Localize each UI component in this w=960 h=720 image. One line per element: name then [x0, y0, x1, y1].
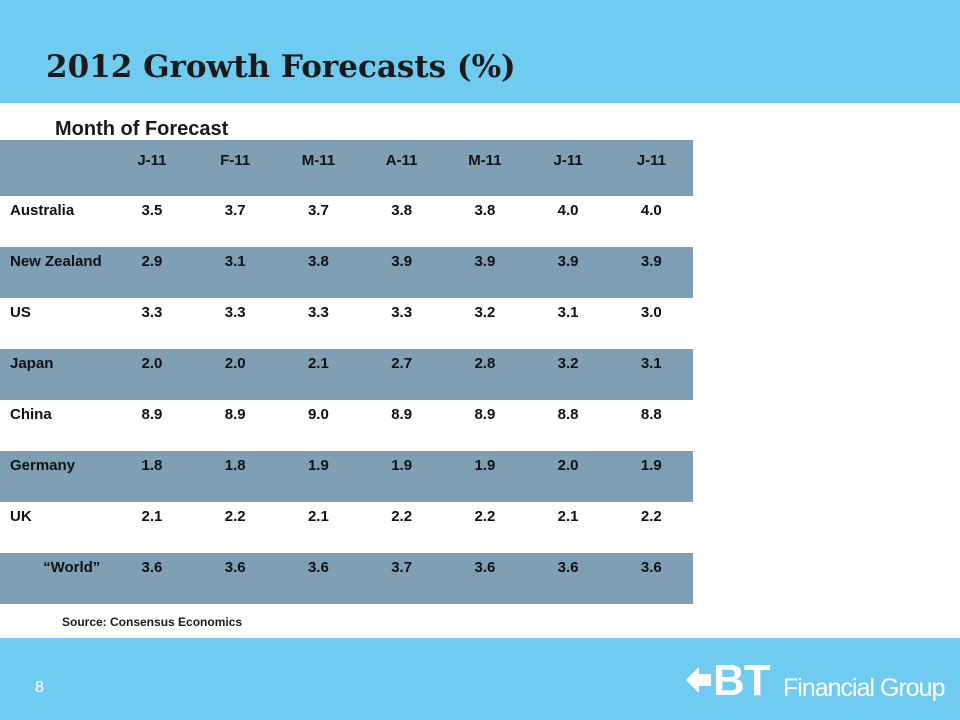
- forecast-value-cell: 1.9: [276, 451, 361, 502]
- table-body: Australia 3.5 3.7 3.7 3.8 3.8 4.0 4.0 New Zealan…: [0, 196, 693, 604]
- forecast-value-cell: 2.0: [193, 349, 277, 400]
- table-subtitle: Month of Forecast: [55, 118, 229, 140]
- forecast-value-cell: 9.0: [276, 400, 361, 451]
- row-country-label: Japan: [0, 349, 111, 400]
- forecast-value-cell: 2.1: [526, 502, 610, 553]
- forecast-value-cell: 3.6: [110, 553, 194, 604]
- forecast-value-cell: 3.7: [193, 196, 277, 247]
- forecast-value-cell: 3.3: [276, 298, 361, 349]
- row-country-label: US: [0, 298, 111, 349]
- table-corner-cell: [0, 140, 111, 196]
- slide-title: 2012 Growth Forecasts (%): [46, 49, 516, 85]
- header-band: [0, 0, 960, 103]
- forecast-value-cell: 3.5: [110, 196, 194, 247]
- forecast-value-cell: 8.8: [609, 400, 693, 451]
- forecast-value-cell: 2.7: [360, 349, 444, 400]
- forecast-value-cell: 2.8: [443, 349, 527, 400]
- forecast-value-cell: 1.9: [443, 451, 527, 502]
- forecast-table: J-11 F-11 M-11 A-11 M-11 J-11 J-11 Austr…: [0, 140, 693, 604]
- forecast-value-cell: 8.9: [110, 400, 194, 451]
- table-row: Japan 2.0 2.0 2.1 2.7 2.8 3.2 3.1: [0, 349, 693, 400]
- forecast-value-cell: 3.9: [360, 247, 444, 298]
- table-row: Australia 3.5 3.7 3.7 3.8 3.8 4.0 4.0: [0, 196, 693, 247]
- forecast-value-cell: 2.0: [526, 451, 610, 502]
- forecast-value-cell: 3.9: [443, 247, 527, 298]
- forecast-value-cell: 2.9: [110, 247, 194, 298]
- page-number: 8: [35, 679, 44, 696]
- column-header: J-11: [110, 140, 194, 196]
- logo-mark: BT: [713, 656, 771, 705]
- forecast-value-cell: 1.8: [110, 451, 194, 502]
- column-header: F-11: [193, 140, 277, 196]
- forecast-value-cell: 3.1: [526, 298, 610, 349]
- forecast-value-cell: 3.7: [360, 553, 444, 604]
- forecast-value-cell: 2.2: [193, 502, 277, 553]
- forecast-value-cell: 8.9: [360, 400, 444, 451]
- row-country-label: Australia: [0, 196, 111, 247]
- column-header: J-11: [526, 140, 610, 196]
- forecast-value-cell: 3.6: [526, 553, 610, 604]
- row-country-label: China: [0, 400, 111, 451]
- forecast-value-cell: 8.9: [193, 400, 277, 451]
- forecast-value-cell: 2.2: [443, 502, 527, 553]
- column-header: M-11: [443, 140, 527, 196]
- forecast-value-cell: 1.9: [360, 451, 444, 502]
- table-row: “World” 3.6 3.6 3.6 3.7 3.6 3.6 3.6: [0, 553, 693, 604]
- forecast-value-cell: 3.3: [360, 298, 444, 349]
- forecast-value-cell: 3.1: [193, 247, 277, 298]
- bt-diamond-arrow-icon: [686, 667, 711, 693]
- forecast-value-cell: 3.9: [609, 247, 693, 298]
- row-country-label: “World”: [0, 553, 111, 604]
- row-country-label: Germany: [0, 451, 111, 502]
- forecast-value-cell: 2.1: [110, 502, 194, 553]
- table-row: New Zealand 2.9 3.1 3.8 3.9 3.9 3.9 3.9: [0, 247, 693, 298]
- forecast-value-cell: 2.1: [276, 502, 361, 553]
- table-row: Germany 1.8 1.8 1.9 1.9 1.9 2.0 1.9: [0, 451, 693, 502]
- forecast-value-cell: 3.8: [276, 247, 361, 298]
- forecast-value-cell: 3.6: [443, 553, 527, 604]
- forecast-value-cell: 3.6: [193, 553, 277, 604]
- column-header: J-11: [609, 140, 693, 196]
- forecast-value-cell: 2.2: [360, 502, 444, 553]
- forecast-value-cell: 3.8: [360, 196, 444, 247]
- forecast-value-cell: 3.6: [609, 553, 693, 604]
- forecast-value-cell: 3.0: [609, 298, 693, 349]
- bt-financial-group-logo: BT Financial Group: [683, 656, 945, 705]
- forecast-value-cell: 3.1: [609, 349, 693, 400]
- logo-text: Financial Group: [783, 674, 945, 702]
- forecast-value-cell: 3.8: [443, 196, 527, 247]
- forecast-value-cell: 2.1: [276, 349, 361, 400]
- forecast-value-cell: 4.0: [609, 196, 693, 247]
- forecast-value-cell: 4.0: [526, 196, 610, 247]
- forecast-value-cell: 8.9: [443, 400, 527, 451]
- forecast-value-cell: 2.2: [609, 502, 693, 553]
- row-country-label: New Zealand: [0, 247, 111, 298]
- forecast-value-cell: 1.9: [609, 451, 693, 502]
- table-row: UK 2.1 2.2 2.1 2.2 2.2 2.1 2.2: [0, 502, 693, 553]
- source-note: Source: Consensus Economics: [62, 615, 243, 629]
- row-country-label: UK: [0, 502, 111, 553]
- forecast-value-cell: 3.2: [526, 349, 610, 400]
- forecast-value-cell: 3.3: [110, 298, 194, 349]
- column-header: A-11: [360, 140, 444, 196]
- table-row: US 3.3 3.3 3.3 3.3 3.2 3.1 3.0: [0, 298, 693, 349]
- table-header-row: J-11 F-11 M-11 A-11 M-11 J-11 J-11: [0, 140, 693, 196]
- forecast-value-cell: 3.9: [526, 247, 610, 298]
- forecast-value-cell: 2.0: [110, 349, 194, 400]
- forecast-value-cell: 3.6: [276, 553, 361, 604]
- forecast-value-cell: 3.3: [193, 298, 277, 349]
- forecast-value-cell: 8.8: [526, 400, 610, 451]
- forecast-value-cell: 1.8: [193, 451, 277, 502]
- table-row: China 8.9 8.9 9.0 8.9 8.9 8.8 8.8: [0, 400, 693, 451]
- forecast-value-cell: 3.2: [443, 298, 527, 349]
- forecast-value-cell: 3.7: [276, 196, 361, 247]
- column-header: M-11: [276, 140, 361, 196]
- footer-band: [0, 638, 960, 720]
